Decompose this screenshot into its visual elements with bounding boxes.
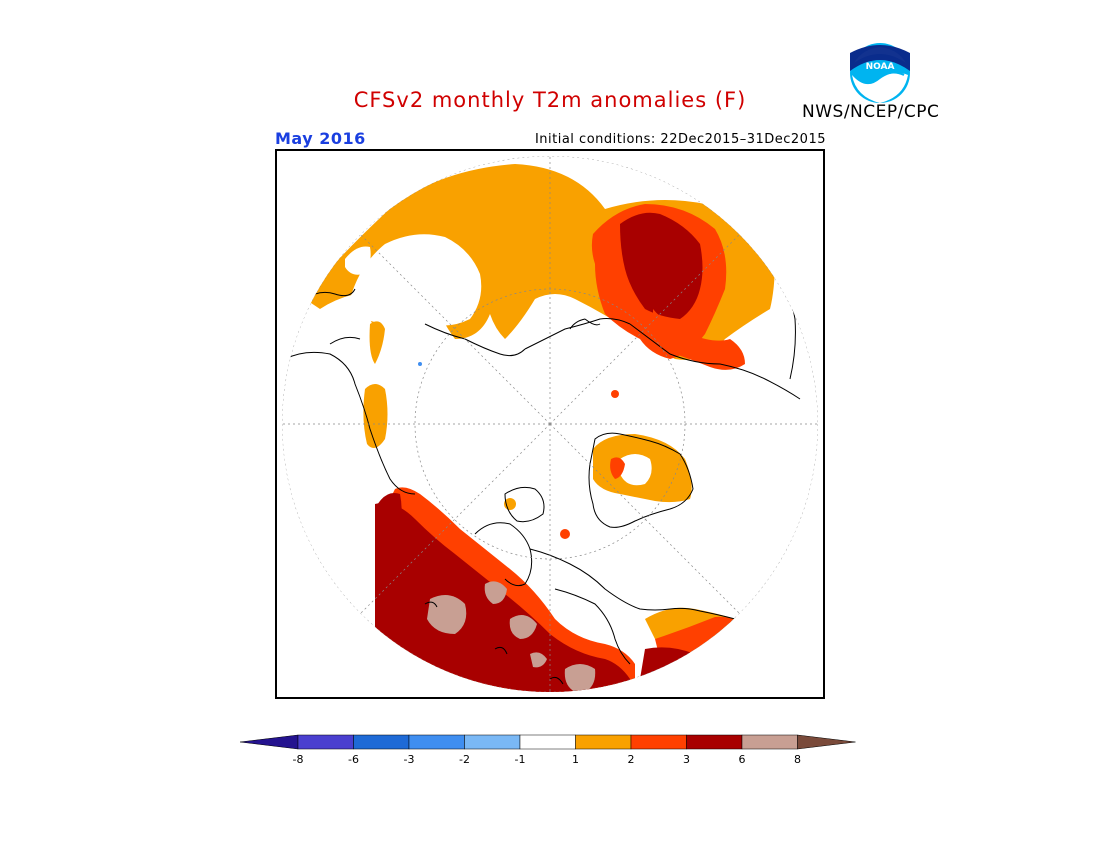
map-title: CFSv2 monthly T2m anomalies (F) xyxy=(353,88,747,112)
graticule xyxy=(282,156,818,692)
colorbar-tick-label: -2 xyxy=(459,753,470,766)
colorbar-bin xyxy=(519,734,576,750)
forecast-month: May 2016 xyxy=(275,129,366,148)
colorbar-bin xyxy=(575,734,632,750)
initial-conditions: Initial conditions: 22Dec2015–31Dec2015 xyxy=(534,132,826,147)
colorbar-arrow-high xyxy=(797,734,856,750)
colorbar-arrow-low xyxy=(240,734,299,750)
anomaly-region-northamerica-darkred xyxy=(375,503,630,692)
anomaly-patch-tan-3 xyxy=(509,615,537,639)
anomaly-region-okhotsk-red xyxy=(653,309,745,370)
colorbar-tick-label: 8 xyxy=(794,753,801,766)
colorbar-tick-label: -6 xyxy=(348,753,359,766)
anomaly-patch-tan-1 xyxy=(427,595,467,634)
colorbar-tick-label: 2 xyxy=(628,753,635,766)
colorbar-bin xyxy=(630,734,687,750)
colorbar-tick-label: 1 xyxy=(572,753,579,766)
anomaly-region-greenland-red xyxy=(610,457,625,479)
anomaly-region-africa-orange xyxy=(369,321,385,364)
colorbar-bin xyxy=(353,734,410,750)
colorbar-tick-label: 3 xyxy=(683,753,690,766)
noaa-logo-icon: NOAA xyxy=(849,42,911,104)
anomaly-region-iberia-orange xyxy=(363,384,388,448)
coastlines xyxy=(284,258,801,685)
anomaly-shading xyxy=(305,164,775,692)
colorbar-tick-label: -8 xyxy=(293,753,304,766)
anomaly-patch-tan-5 xyxy=(530,652,547,668)
logo-lettering: NOAA xyxy=(866,62,895,72)
colorbar-bin xyxy=(297,734,354,750)
anomaly-region-alaska-darkred xyxy=(375,493,402,546)
colorbar-tick-label: -1 xyxy=(515,753,526,766)
neutral-region-greenland xyxy=(620,454,652,486)
colorbar-tick-label: 6 xyxy=(739,753,746,766)
anomaly-patch-tan-4 xyxy=(564,664,596,692)
colorbar-tick-label: -3 xyxy=(404,753,415,766)
agency-label: NWS/NCEP/CPC xyxy=(802,102,940,122)
colorbar-bin xyxy=(686,734,743,750)
colorbar-bin xyxy=(408,734,465,750)
colorbar-bin xyxy=(741,734,798,750)
colorbar-bin xyxy=(464,734,521,750)
neutral-region-scandinavia xyxy=(345,246,371,275)
anomaly-patch-tan-2 xyxy=(484,581,507,604)
polar-anomaly-map xyxy=(275,149,825,699)
colorbar-legend: -8 -6 -3 -2 -1 1 2 3 6 8 xyxy=(240,734,856,766)
